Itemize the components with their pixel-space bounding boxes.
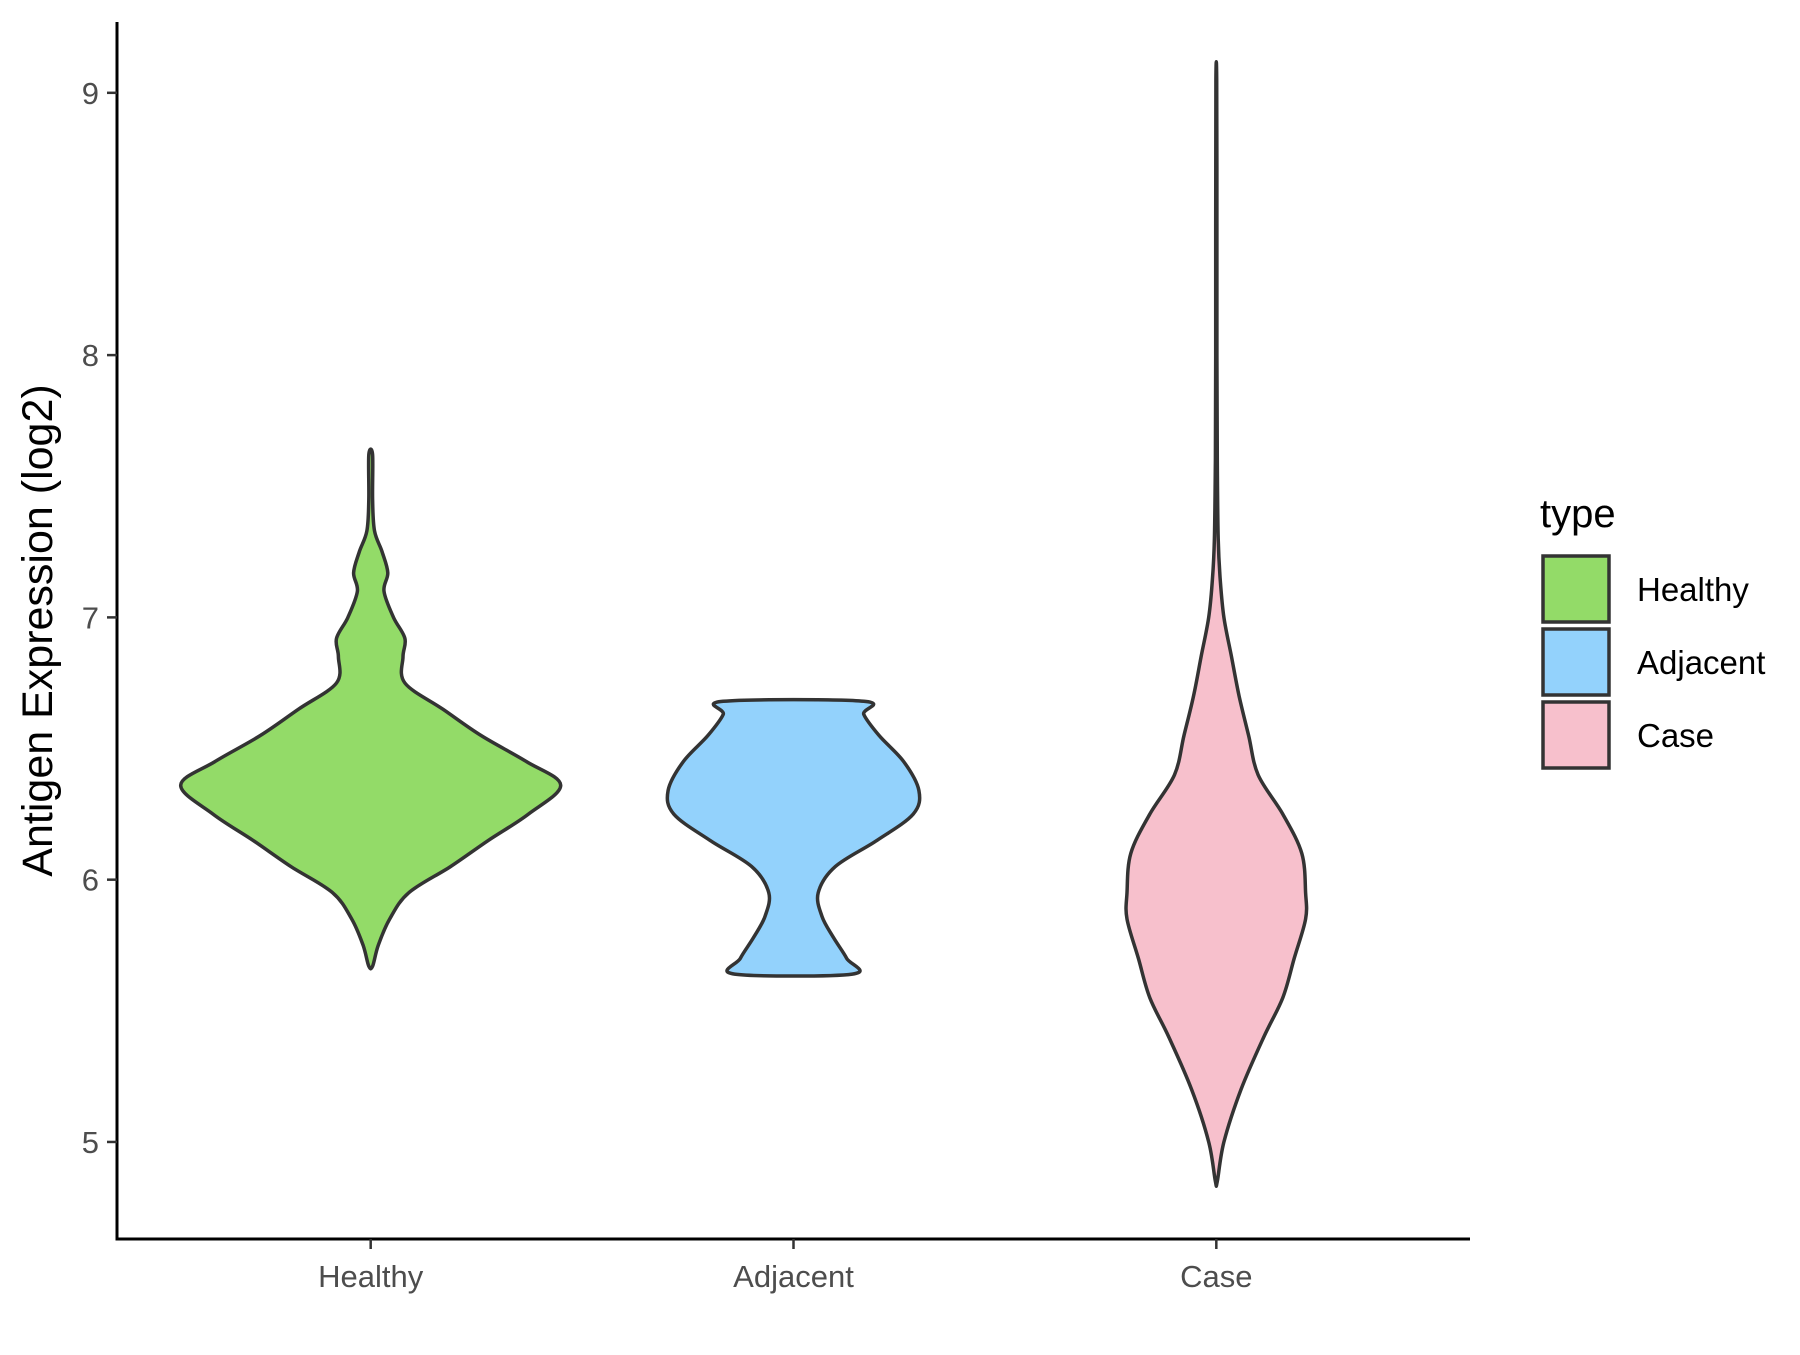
legend-key-adjacent bbox=[1541, 627, 1611, 697]
y-tick-label: 9 bbox=[82, 76, 99, 111]
legend-key-case bbox=[1541, 700, 1611, 770]
y-axis-title: Antigen Expression (log2) bbox=[14, 384, 62, 876]
y-tick-label: 6 bbox=[82, 863, 99, 898]
x-tick-label: Healthy bbox=[318, 1259, 424, 1294]
y-tick-label: 8 bbox=[82, 338, 99, 373]
violin-healthy bbox=[178, 447, 563, 971]
legend-title: type bbox=[1540, 492, 1616, 536]
violins-layer bbox=[178, 59, 1309, 1188]
violin-adjacent bbox=[665, 697, 922, 978]
axes-layer: 5 6 7 8 9 Healthy Adjacent Case bbox=[82, 22, 1470, 1294]
legend-key-healthy bbox=[1541, 554, 1611, 624]
x-tick-label: Case bbox=[1180, 1259, 1252, 1294]
x-tick-label: Adjacent bbox=[733, 1259, 854, 1294]
legend-label-healthy: Healthy bbox=[1637, 571, 1749, 608]
violin-case bbox=[1124, 59, 1309, 1188]
y-tick-label: 5 bbox=[82, 1125, 99, 1160]
legend-label-case: Case bbox=[1637, 717, 1714, 754]
legend: type Healthy Adjacent Case bbox=[1540, 492, 1765, 770]
y-tick-label: 7 bbox=[82, 600, 99, 635]
legend-label-adjacent: Adjacent bbox=[1637, 644, 1765, 681]
